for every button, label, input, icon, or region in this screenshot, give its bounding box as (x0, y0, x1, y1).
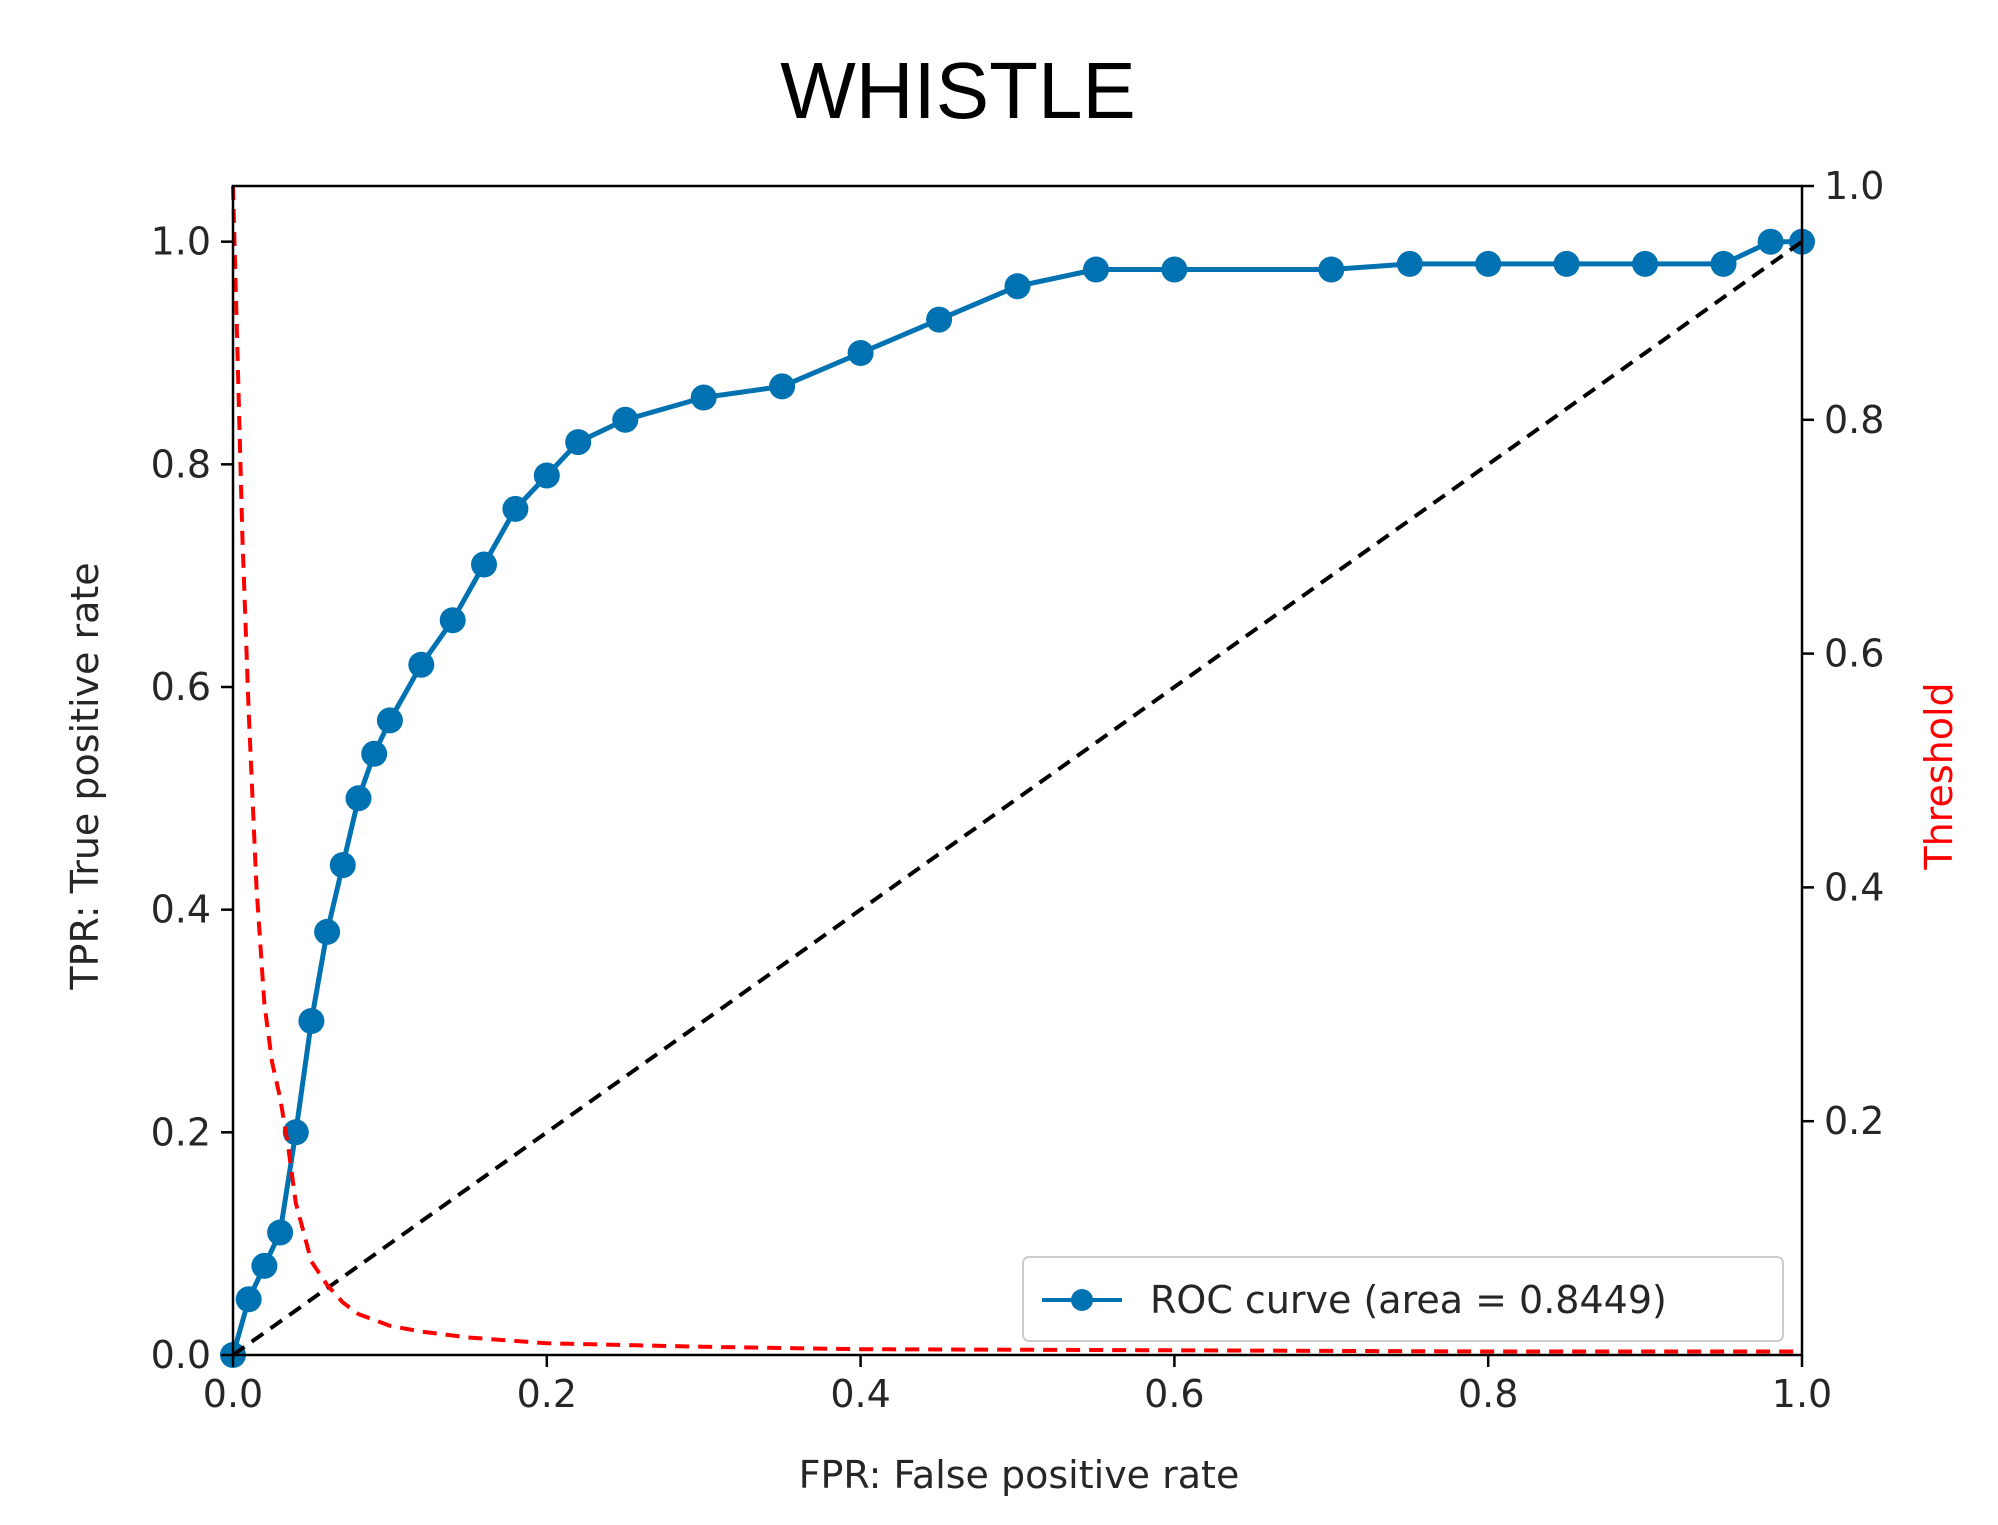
plot-area (220, 185, 1815, 1368)
roc-point (1083, 256, 1109, 283)
y-tick-label: 1.0 (151, 220, 211, 264)
y2-tick-label: 0.4 (1824, 865, 1884, 909)
roc-point (408, 651, 435, 678)
y-tick-label: 0.0 (151, 1333, 211, 1377)
y-axis-title: TPR: True positive rate (63, 562, 107, 990)
y-axis-ticks: 0.0 0.2 0.4 0.6 0.8 1.0 (151, 220, 233, 1377)
chart-title: WHISTLE (780, 46, 1136, 135)
roc-point (298, 1008, 325, 1034)
x-tick-label: 0.6 (1144, 1372, 1204, 1416)
y2-tick-label: 0.6 (1824, 632, 1884, 676)
plot-frame (231, 184, 1804, 1357)
roc-point (1632, 250, 1659, 277)
roc-point (1710, 250, 1737, 277)
x-axis-title: FPR: False positive rate (799, 1453, 1240, 1497)
roc-point (439, 607, 466, 634)
roc-point (1757, 228, 1784, 255)
roc-point (471, 551, 497, 578)
y2-axis-title: Threshold (1917, 682, 1961, 870)
roc-point (565, 429, 592, 456)
y2-tick-label: 0.8 (1824, 398, 1884, 442)
y2-tick-label: 1.0 (1824, 164, 1884, 208)
roc-point (690, 384, 717, 411)
y2-tick-label: 0.2 (1824, 1099, 1884, 1143)
roc-point (1396, 250, 1423, 277)
roc-point (329, 852, 356, 879)
roc-point (267, 1219, 294, 1246)
y-tick-label: 0.4 (151, 888, 211, 932)
x-tick-label: 0.8 (1458, 1372, 1518, 1416)
legend-roc-marker (1071, 1289, 1093, 1311)
roc-point (1004, 273, 1031, 300)
series-line-2 (231, 185, 1802, 1354)
roc-point (282, 1119, 309, 1146)
roc-point (1318, 256, 1345, 283)
roc-point (1161, 256, 1188, 283)
x-tick-label: 0.4 (830, 1372, 890, 1416)
roc-point (1553, 250, 1580, 277)
y2-axis-ticks: 0.2 0.4 0.6 0.8 1.0 (1802, 164, 1884, 1143)
series-line-1 (231, 240, 1804, 1357)
legend-box (1022, 1256, 1784, 1342)
roc-point (533, 462, 560, 489)
roc-point (251, 1252, 278, 1279)
legend-roc-label: ROC curve (area = 0.8449) (1150, 1278, 1667, 1322)
roc-point (345, 785, 372, 812)
roc-point (376, 707, 403, 734)
y-tick-label: 0.6 (151, 665, 211, 709)
roc-point (612, 406, 639, 433)
roc-point (314, 918, 341, 945)
roc-point (235, 1286, 262, 1313)
roc-point (361, 740, 388, 767)
roc-point (847, 340, 874, 366)
x-tick-label: 0.2 (517, 1372, 577, 1416)
roc-point (502, 495, 529, 522)
x-axis-ticks: 0.0 0.2 0.4 0.6 0.8 1.0 (203, 1355, 1832, 1416)
x-tick-label: 1.0 (1772, 1372, 1832, 1416)
roc-point (769, 373, 796, 400)
legend: ROC curve (area = 0.8449) (1022, 1256, 1784, 1342)
roc-point (926, 306, 953, 333)
x-tick-label: 0.0 (203, 1372, 263, 1416)
y-tick-label: 0.8 (151, 442, 211, 486)
roc-point (1475, 250, 1502, 277)
y-tick-label: 0.2 (151, 1110, 211, 1154)
